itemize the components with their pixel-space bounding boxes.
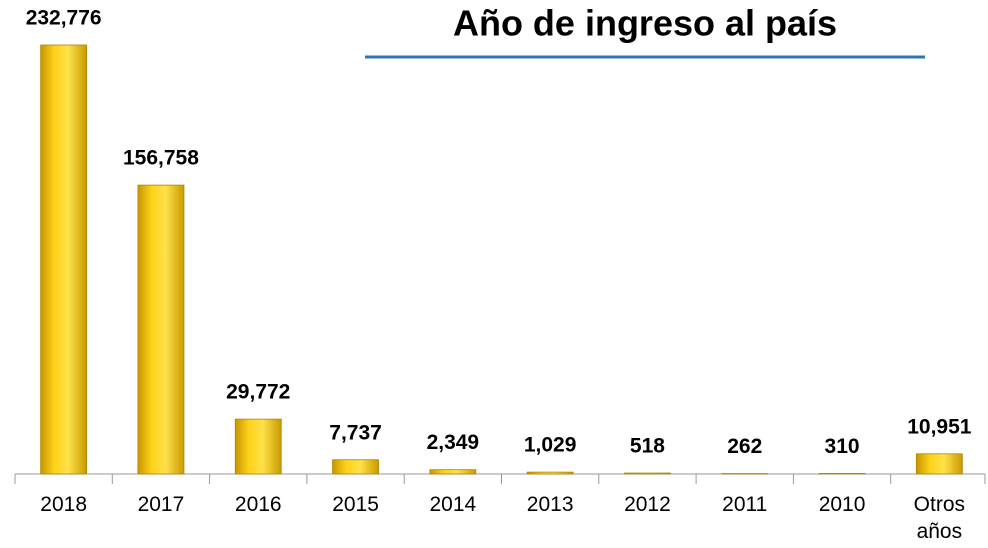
bar (332, 459, 379, 475)
bar (624, 472, 671, 475)
data-label: 10,951 (907, 415, 972, 438)
bar (915, 453, 963, 475)
x-tick-label: 2011 (722, 493, 768, 516)
bar (137, 184, 185, 475)
chart-title: Año de ingreso al país (453, 3, 837, 44)
x-tick-label: 2018 (40, 493, 87, 516)
x-tick-label: Otros años (913, 493, 966, 543)
x-tick-label: 2012 (624, 493, 671, 516)
x-tick-label: 2017 (137, 493, 185, 516)
data-label: 232,776 (26, 7, 102, 30)
x-tick-label: 2016 (234, 493, 282, 516)
x-tick-label: 2014 (429, 493, 477, 516)
bar (40, 44, 88, 475)
x-tick-label: 2015 (332, 493, 379, 516)
data-label: 310 (825, 435, 860, 458)
x-tick-label: 2010 (818, 493, 866, 516)
data-label: 262 (727, 435, 762, 458)
data-label: 518 (630, 435, 665, 458)
bar (818, 473, 866, 475)
data-label: 2,349 (427, 431, 480, 454)
data-label: 1,029 (524, 434, 577, 457)
bar (234, 418, 282, 475)
x-tick-label: 2013 (526, 493, 574, 516)
data-label: 156,758 (123, 147, 199, 170)
bar (429, 469, 477, 475)
bar (526, 471, 574, 475)
data-label: 29,772 (226, 381, 290, 404)
data-label: 7,737 (329, 421, 382, 444)
